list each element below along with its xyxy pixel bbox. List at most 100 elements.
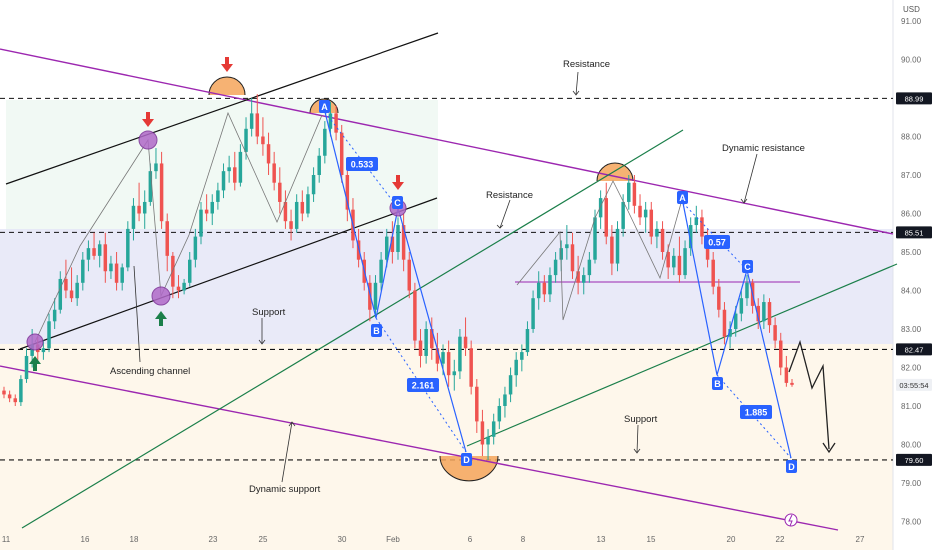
candle-body (233, 167, 237, 183)
price-label-box (896, 343, 932, 356)
candle-body (683, 248, 687, 276)
candle-body (92, 248, 96, 256)
event-icon[interactable] (784, 513, 798, 527)
candle-body (430, 329, 434, 349)
channel-upper-line[interactable] (5, 32, 439, 185)
candle-body (171, 255, 175, 287)
candle-body (491, 421, 496, 437)
candle-body (283, 201, 288, 222)
candle-body (733, 313, 738, 329)
x-tick-label: 15 (647, 535, 656, 544)
candle-body (649, 209, 654, 237)
price-label-box (896, 92, 932, 105)
candle-body (610, 236, 614, 264)
candle-body (531, 298, 535, 329)
candle-body (238, 151, 243, 183)
point-label: D (788, 462, 795, 472)
resistance-support-zone (0, 229, 893, 344)
candle-body (536, 282, 541, 299)
highlight-bottom (440, 456, 498, 481)
candle-body (137, 205, 141, 214)
ratio-label: 1.885 (745, 408, 768, 418)
candle-body (86, 248, 91, 260)
candle-body (615, 228, 620, 264)
marker-1 (26, 333, 44, 351)
candle-body (525, 329, 530, 353)
y-tick-label: 90.00 (901, 56, 922, 65)
candle-body (148, 171, 153, 202)
ascending-trend-line[interactable] (21, 129, 684, 529)
candle-body (638, 205, 642, 218)
candle-body (401, 225, 406, 260)
turning-point-outlines (208, 76, 634, 482)
pattern-badges: A B C D A B C D (319, 100, 797, 473)
dynamic-support-line[interactable] (0, 365, 839, 531)
candle-body (739, 298, 744, 314)
candle-body (778, 340, 783, 368)
x-tick-label: 11 (2, 535, 11, 544)
y-tick-label: 91.00 (901, 17, 922, 26)
candle-body (548, 275, 552, 295)
candle-body (677, 255, 682, 276)
candle-body (261, 136, 265, 145)
lower-trend-line[interactable] (466, 263, 898, 447)
candle-body (210, 201, 215, 214)
x-axis-ticks: 11 16 18 23 25 30 Feb 6 8 13 15 20 22 27 (2, 535, 865, 544)
label-dynamic-support: Dynamic support (249, 484, 321, 495)
y-tick-label: 88.00 (901, 133, 922, 142)
y-tick-label: 79.00 (901, 479, 922, 488)
candle-body (407, 259, 412, 291)
candle-body (339, 132, 344, 175)
candle-body (452, 371, 457, 376)
candle-body (384, 236, 389, 260)
candle-body (508, 375, 513, 395)
x-tick-label: 6 (468, 535, 473, 544)
horizontal-levels (0, 97, 893, 461)
candle-body (120, 267, 124, 283)
candle-body (368, 282, 372, 310)
candle-body (655, 228, 659, 237)
x-tick-label: 16 (81, 535, 90, 544)
label-resistance-top: Resistance (563, 59, 610, 70)
point-label: C (394, 198, 401, 208)
y-tick-label: 84.00 (901, 287, 922, 296)
marker-2 (138, 130, 158, 150)
highlight-top-left (209, 77, 245, 95)
pattern-lines (324, 111, 792, 459)
x-tick-label: 23 (209, 535, 218, 544)
candle-body (109, 263, 113, 272)
candle-body (458, 336, 462, 372)
annotation-leaders (133, 71, 758, 483)
candle-body (204, 209, 209, 214)
lower-zone (0, 344, 893, 550)
point-label: A (321, 102, 328, 112)
candle-body (627, 182, 631, 202)
channel-lower-line[interactable] (19, 197, 438, 350)
candle-body (266, 144, 271, 164)
candle-body (311, 175, 316, 195)
candle-body (114, 263, 119, 283)
candle-body (193, 236, 198, 260)
candle-body (47, 321, 51, 349)
price-label-box (896, 226, 932, 239)
candle-body (154, 163, 158, 172)
candle-body (604, 198, 609, 237)
candle-body (142, 201, 147, 214)
candle-body (182, 282, 186, 291)
x-tick-label: 22 (776, 535, 785, 544)
candle-body (435, 348, 440, 364)
candle-body (418, 340, 423, 356)
candle-body (593, 217, 597, 260)
candle-body (317, 155, 321, 175)
signal-arrows (29, 57, 404, 371)
candle-body (126, 228, 130, 268)
x-tick-label: Feb (386, 535, 400, 544)
candle-body (643, 209, 648, 218)
x-tick-label: 8 (521, 535, 526, 544)
y-tick-label: 86.00 (901, 210, 922, 219)
label-ascending-channel: Ascending channel (110, 366, 190, 377)
buy-arrow-icon (155, 311, 167, 326)
annotations: Resistance Resistance Dynamic resistance… (110, 59, 805, 495)
